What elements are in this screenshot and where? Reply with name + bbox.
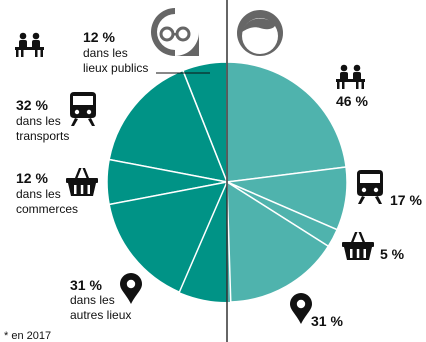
train-icon bbox=[357, 170, 383, 204]
map-pin-icon bbox=[120, 273, 142, 304]
pie-half-men bbox=[226, 61, 348, 303]
woman-glasses-icon bbox=[151, 8, 199, 56]
pct-women-public: 12 % bbox=[83, 29, 115, 45]
pct-men-transport: 17 % bbox=[390, 192, 422, 208]
label-men-shops: 5 % bbox=[342, 232, 405, 262]
line-women-transport-1: dans les bbox=[16, 114, 61, 128]
line-women-other-2: autres lieux bbox=[70, 308, 131, 322]
train-icon bbox=[70, 92, 96, 126]
label-women-other: 31 % dans les autres lieux bbox=[70, 273, 142, 322]
label-women-shops: 12 % dans les commerces bbox=[16, 168, 98, 216]
line-women-public-2: lieux publics bbox=[83, 61, 148, 75]
pct-women-other: 31 % bbox=[70, 277, 102, 293]
pie-slice-women-other bbox=[108, 181, 228, 293]
label-men-other: 31 % bbox=[290, 293, 343, 329]
map-pin-icon bbox=[290, 293, 312, 324]
line-women-transport-2: transports bbox=[16, 129, 69, 143]
label-women-transport: 32 % dans les transports bbox=[16, 92, 96, 143]
line-women-shops-1: dans les bbox=[16, 187, 61, 201]
label-men-public: 46 % bbox=[336, 64, 368, 109]
basket-icon bbox=[66, 168, 98, 196]
pct-men-public: 46 % bbox=[336, 93, 368, 109]
pie-slice-men-other bbox=[226, 181, 330, 303]
pct-men-shops: 5 % bbox=[380, 246, 405, 262]
pie-half-women bbox=[106, 61, 228, 302]
line-women-shops-2: commerces bbox=[16, 202, 78, 216]
footnote: * en 2017 bbox=[4, 330, 51, 342]
pie-slice-women-transport bbox=[108, 69, 228, 183]
bench-couple-icon bbox=[15, 32, 44, 57]
label-women-public: 12 % dans les lieux publics bbox=[15, 29, 210, 75]
man-icon bbox=[237, 10, 283, 56]
basket-icon bbox=[342, 232, 374, 260]
pct-men-other: 31 % bbox=[311, 313, 343, 329]
label-men-transport: 17 % bbox=[357, 170, 422, 208]
line-women-public-1: dans les bbox=[83, 46, 128, 60]
bench-couple-icon bbox=[336, 64, 365, 89]
line-women-other-1: dans les bbox=[70, 293, 115, 307]
pct-women-transport: 32 % bbox=[16, 97, 48, 113]
pct-women-shops: 12 % bbox=[16, 170, 48, 186]
pie-slice-men-public bbox=[226, 61, 347, 183]
